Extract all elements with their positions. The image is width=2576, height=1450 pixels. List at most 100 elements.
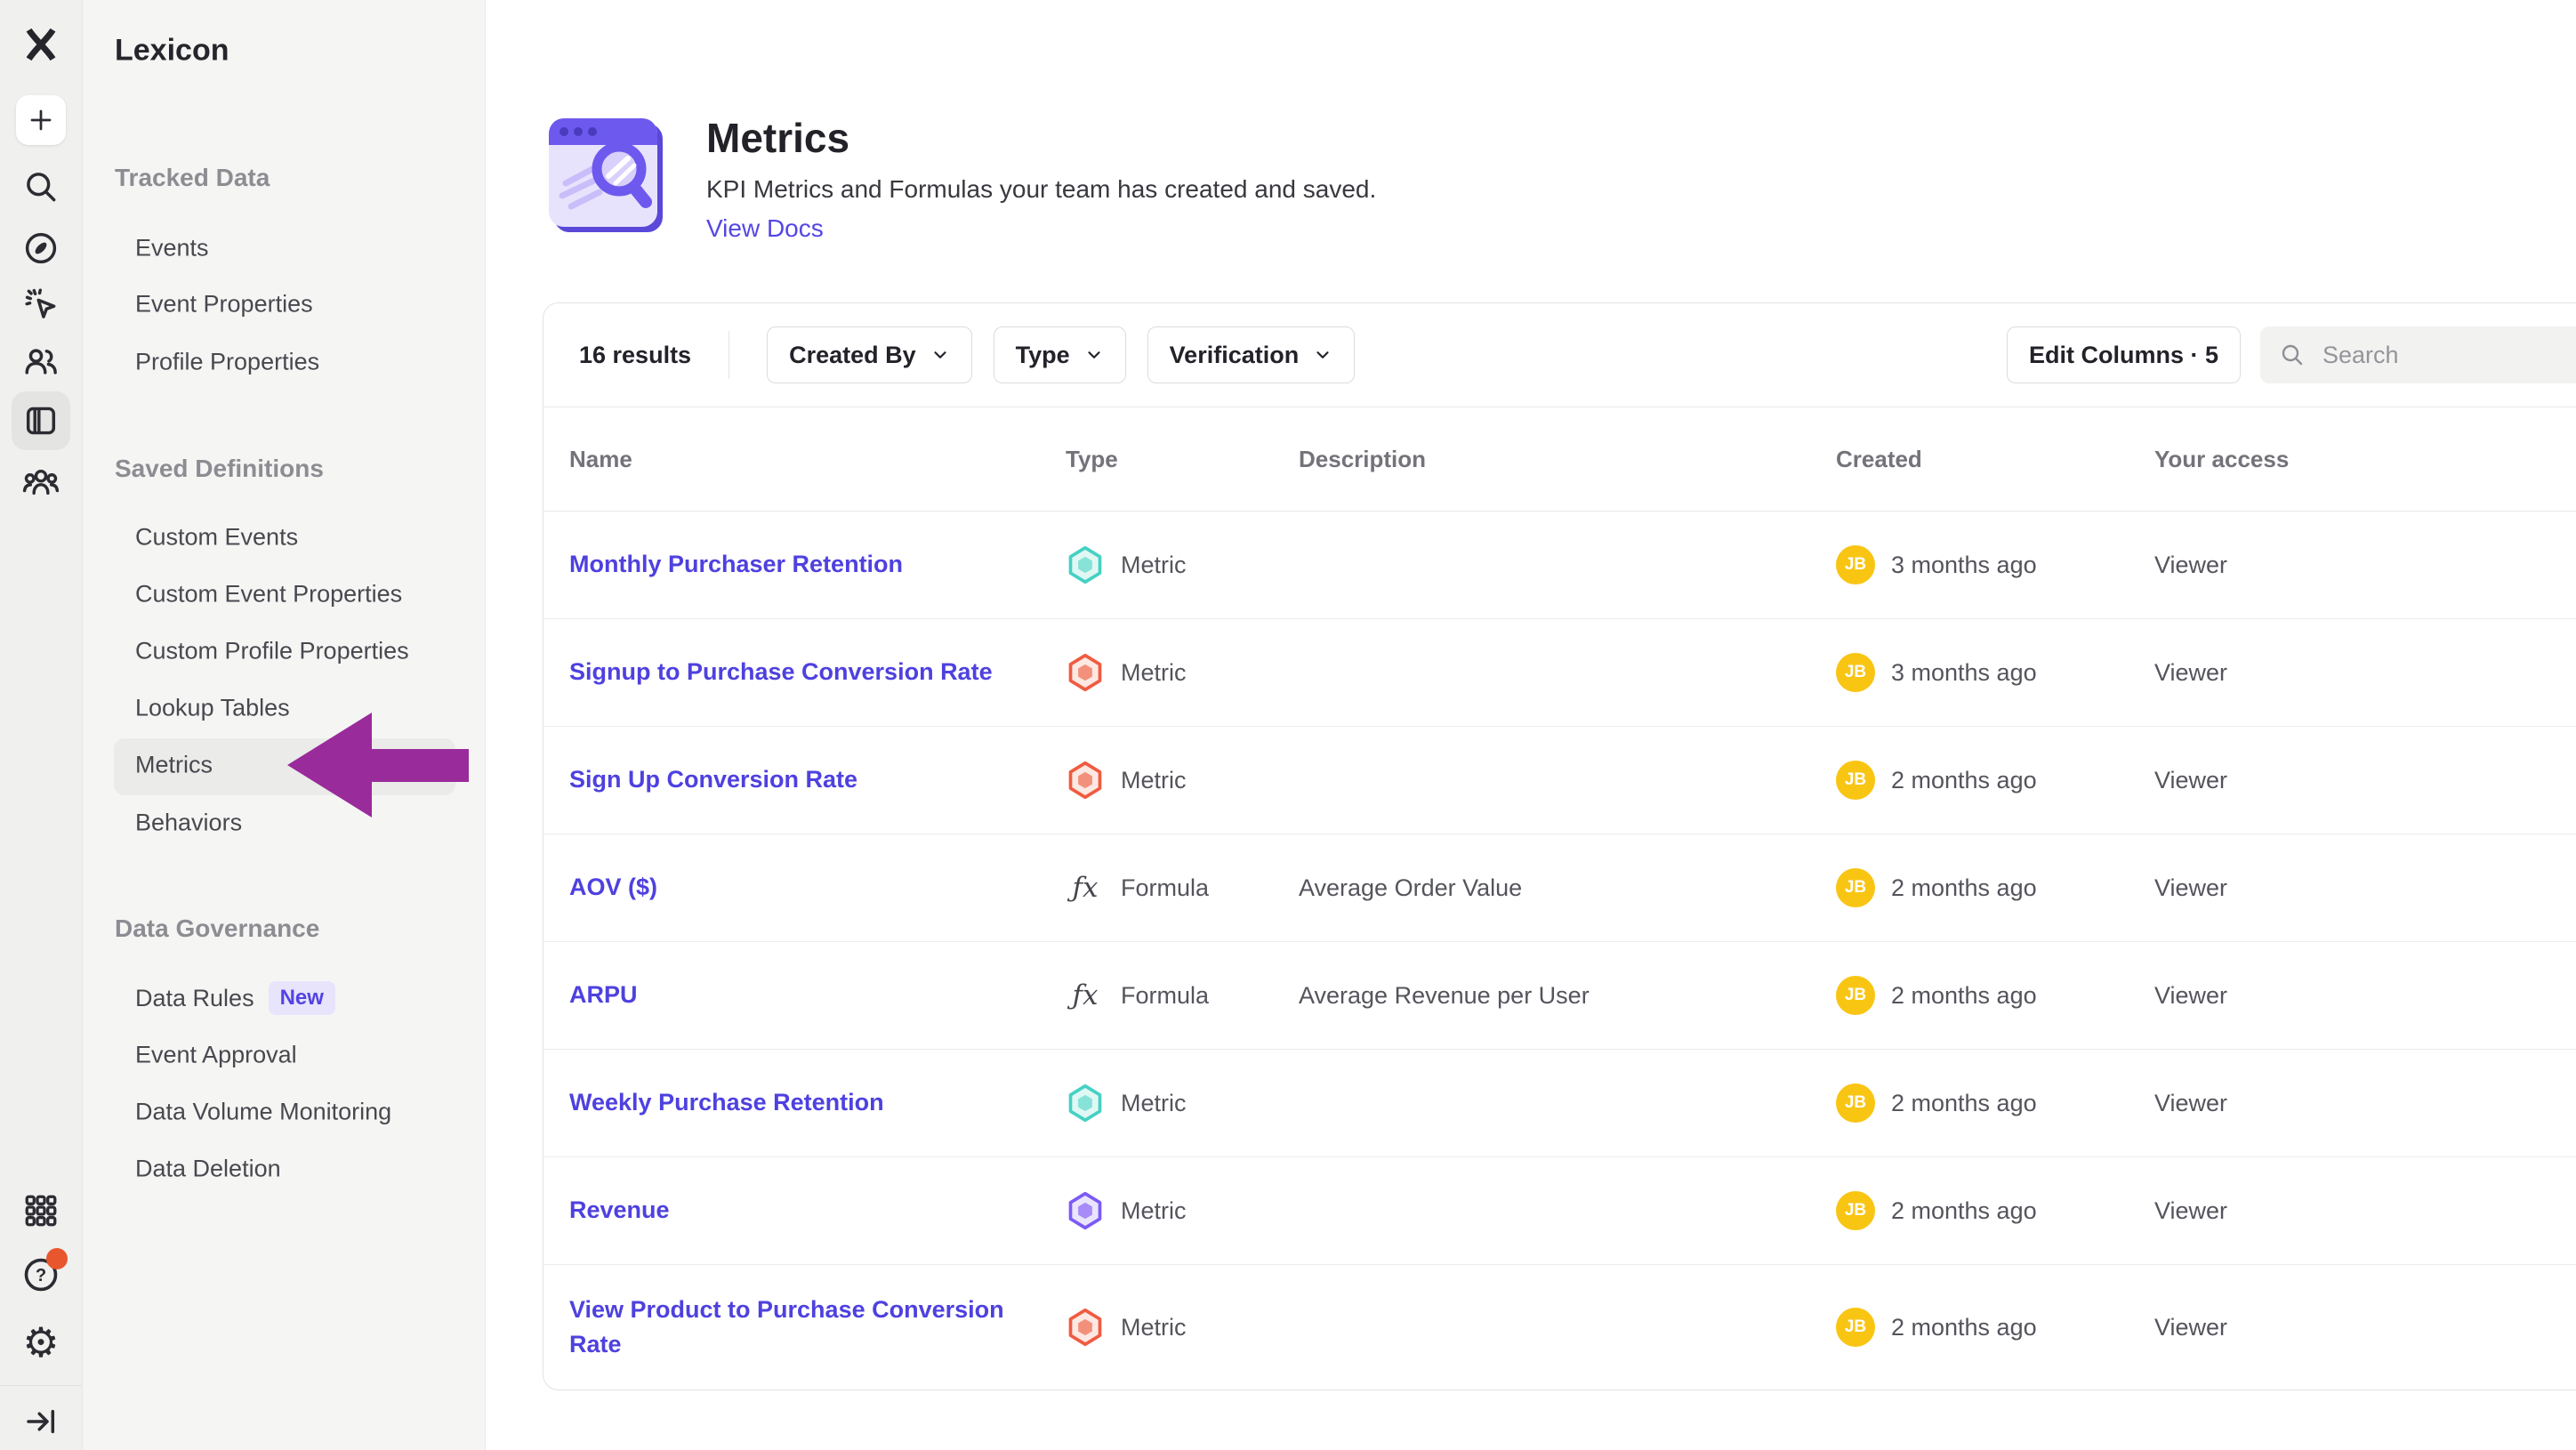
table-row: View Product to Purchase Conversion Rate… <box>543 1265 2576 1390</box>
type-label: Metric <box>1121 1196 1187 1224</box>
sidebar-item-lookup-tables[interactable]: Lookup Tables <box>135 694 290 721</box>
type-label: Formula <box>1121 981 1210 1009</box>
filter-created-by[interactable]: Created By <box>767 326 972 383</box>
chevron-down-icon <box>934 351 946 358</box>
chevron-down-icon <box>1088 351 1100 358</box>
edit-columns-button[interactable]: Edit Columns · 5 <box>2006 326 2241 383</box>
created-label: 3 months ago <box>1891 658 2037 686</box>
sidebar-item-event-properties[interactable]: Event Properties <box>135 290 313 318</box>
formula-fx-icon: ƒx <box>1072 979 1099 1011</box>
settings-gear-icon[interactable]: ⚙ <box>22 1318 60 1366</box>
sidebar-item-event-approval[interactable]: Event Approval <box>135 1041 297 1068</box>
notification-dot <box>46 1248 68 1269</box>
data-rules-label: Data Rules <box>135 984 254 1011</box>
metric-name-link[interactable]: View Product to Purchase Conversion Rate <box>569 1295 1004 1357</box>
column-header-your-access[interactable]: Your access <box>2154 445 2290 472</box>
avatar: JB <box>1836 653 1875 692</box>
metric-name-link[interactable]: Monthly Purchaser Retention <box>569 551 904 578</box>
filter-verification-label: Verification <box>1169 341 1300 368</box>
created-label: 2 months ago <box>1891 766 2037 793</box>
table-row: Revenue Metric JB 2 months ago Viewer <box>543 1157 2576 1265</box>
icon-rail: ? ⚙ <box>0 0 83 1450</box>
selected-icon-background <box>12 391 70 450</box>
sidebar-item-data-volume-monitoring[interactable]: Data Volume Monitoring <box>135 1098 392 1125</box>
rail-divider <box>0 1385 82 1386</box>
sidebar-item-custom-events[interactable]: Custom Events <box>135 523 299 551</box>
type-label: Metric <box>1121 551 1187 578</box>
view-docs-link[interactable]: View Docs <box>706 213 824 242</box>
page-title: Metrics <box>706 115 850 161</box>
access-label: Viewer <box>2154 551 2228 578</box>
table-toolbar: 16 results Created By Type Verification … <box>543 303 2576 407</box>
metric-name-link[interactable]: Weekly Purchase Retention <box>569 1089 884 1116</box>
table-row: Sign Up Conversion Rate Metric JB 2 month… <box>543 727 2576 834</box>
column-header-description[interactable]: Description <box>1299 445 1427 472</box>
access-label: Viewer <box>2154 1313 2228 1341</box>
filter-type[interactable]: Type <box>993 326 1126 383</box>
filter-created-by-label: Created By <box>789 341 916 368</box>
avatar: JB <box>1836 761 1875 800</box>
table-row: AOV ($) ƒx Formula Average Order Value JB… <box>543 834 2576 942</box>
created-label: 2 months ago <box>1891 1196 2037 1224</box>
metric-hexagon-icon <box>1068 653 1102 692</box>
avatar: JB <box>1836 1191 1875 1230</box>
metric-name-link[interactable]: ARPU <box>569 981 638 1009</box>
created-label: 2 months ago <box>1891 1089 2037 1116</box>
sidebar-item-metrics-selected[interactable]: Metrics <box>135 751 213 778</box>
metric-hexagon-icon <box>1068 1308 1102 1347</box>
search-input[interactable] <box>2321 340 2529 370</box>
access-label: Viewer <box>2154 766 2228 793</box>
sidebar-item-behaviors[interactable]: Behaviors <box>135 809 243 836</box>
chevron-down-icon <box>1316 351 1329 358</box>
help-icon[interactable]: ? <box>20 1248 68 1295</box>
type-label: Metric <box>1121 1313 1187 1341</box>
users-icon[interactable] <box>21 342 60 381</box>
search-icon <box>2282 344 2303 366</box>
avatar: JB <box>1836 976 1875 1015</box>
created-label: 2 months ago <box>1891 1313 2037 1341</box>
sidebar-item-data-deletion[interactable]: Data Deletion <box>135 1155 281 1182</box>
metric-hexagon-icon <box>1068 1083 1102 1123</box>
search-icon[interactable] <box>21 167 60 206</box>
avatar: JB <box>1836 868 1875 907</box>
edit-columns-label: Edit Columns · 5 <box>2028 341 2218 368</box>
results-count: 16 results <box>579 341 692 368</box>
new-badge: New <box>268 981 335 1015</box>
search-box[interactable] <box>2260 326 2576 383</box>
metric-name-link[interactable]: AOV ($) <box>569 874 658 901</box>
metric-name-link[interactable]: Signup to Purchase Conversion Rate <box>569 658 993 686</box>
column-header-name[interactable]: Name <box>569 445 632 472</box>
sidebar-item-events[interactable]: Events <box>135 234 209 262</box>
cohorts-group-icon[interactable] <box>20 461 61 502</box>
discover-compass-icon[interactable] <box>21 229 60 268</box>
access-label: Viewer <box>2154 981 2228 1009</box>
column-header-created[interactable]: Created <box>1836 445 1922 472</box>
lexicon-book-icon-selected[interactable] <box>12 391 70 450</box>
type-label: Metric <box>1121 766 1187 793</box>
table-header-row: Name Type Description Created Your acces… <box>543 407 2576 512</box>
apps-grid-icon[interactable] <box>21 1191 60 1230</box>
type-label: Metric <box>1121 658 1187 686</box>
events-click-icon[interactable] <box>21 285 60 324</box>
filter-verification[interactable]: Verification <box>1147 326 1356 383</box>
access-label: Viewer <box>2154 658 2228 686</box>
annotation-arrow-head <box>287 713 372 818</box>
plus-icon <box>16 95 66 145</box>
filter-type-label: Type <box>1015 341 1070 368</box>
table-row: Signup to Purchase Conversion Rate Metri… <box>543 619 2576 727</box>
created-label: 2 months ago <box>1891 981 2037 1009</box>
sidebar-item-custom-event-properties[interactable]: Custom Event Properties <box>135 580 403 608</box>
mixpanel-logo-icon[interactable] <box>20 24 61 65</box>
new-report-plus-button[interactable] <box>16 95 66 145</box>
type-label: Formula <box>1121 874 1210 901</box>
column-header-type[interactable]: Type <box>1066 445 1118 472</box>
metric-hexagon-icon <box>1068 1191 1102 1230</box>
sidebar-item-custom-profile-properties[interactable]: Custom Profile Properties <box>135 637 409 665</box>
metrics-illustration-icon <box>543 112 667 243</box>
collapse-signout-icon[interactable] <box>22 1403 60 1440</box>
sidebar-item-profile-properties[interactable]: Profile Properties <box>135 348 320 375</box>
metric-name-link[interactable]: Revenue <box>569 1196 670 1224</box>
sidebar-item-data-rules[interactable]: Data Rules New <box>135 981 335 1015</box>
metric-name-link[interactable]: Sign Up Conversion Rate <box>569 766 858 793</box>
